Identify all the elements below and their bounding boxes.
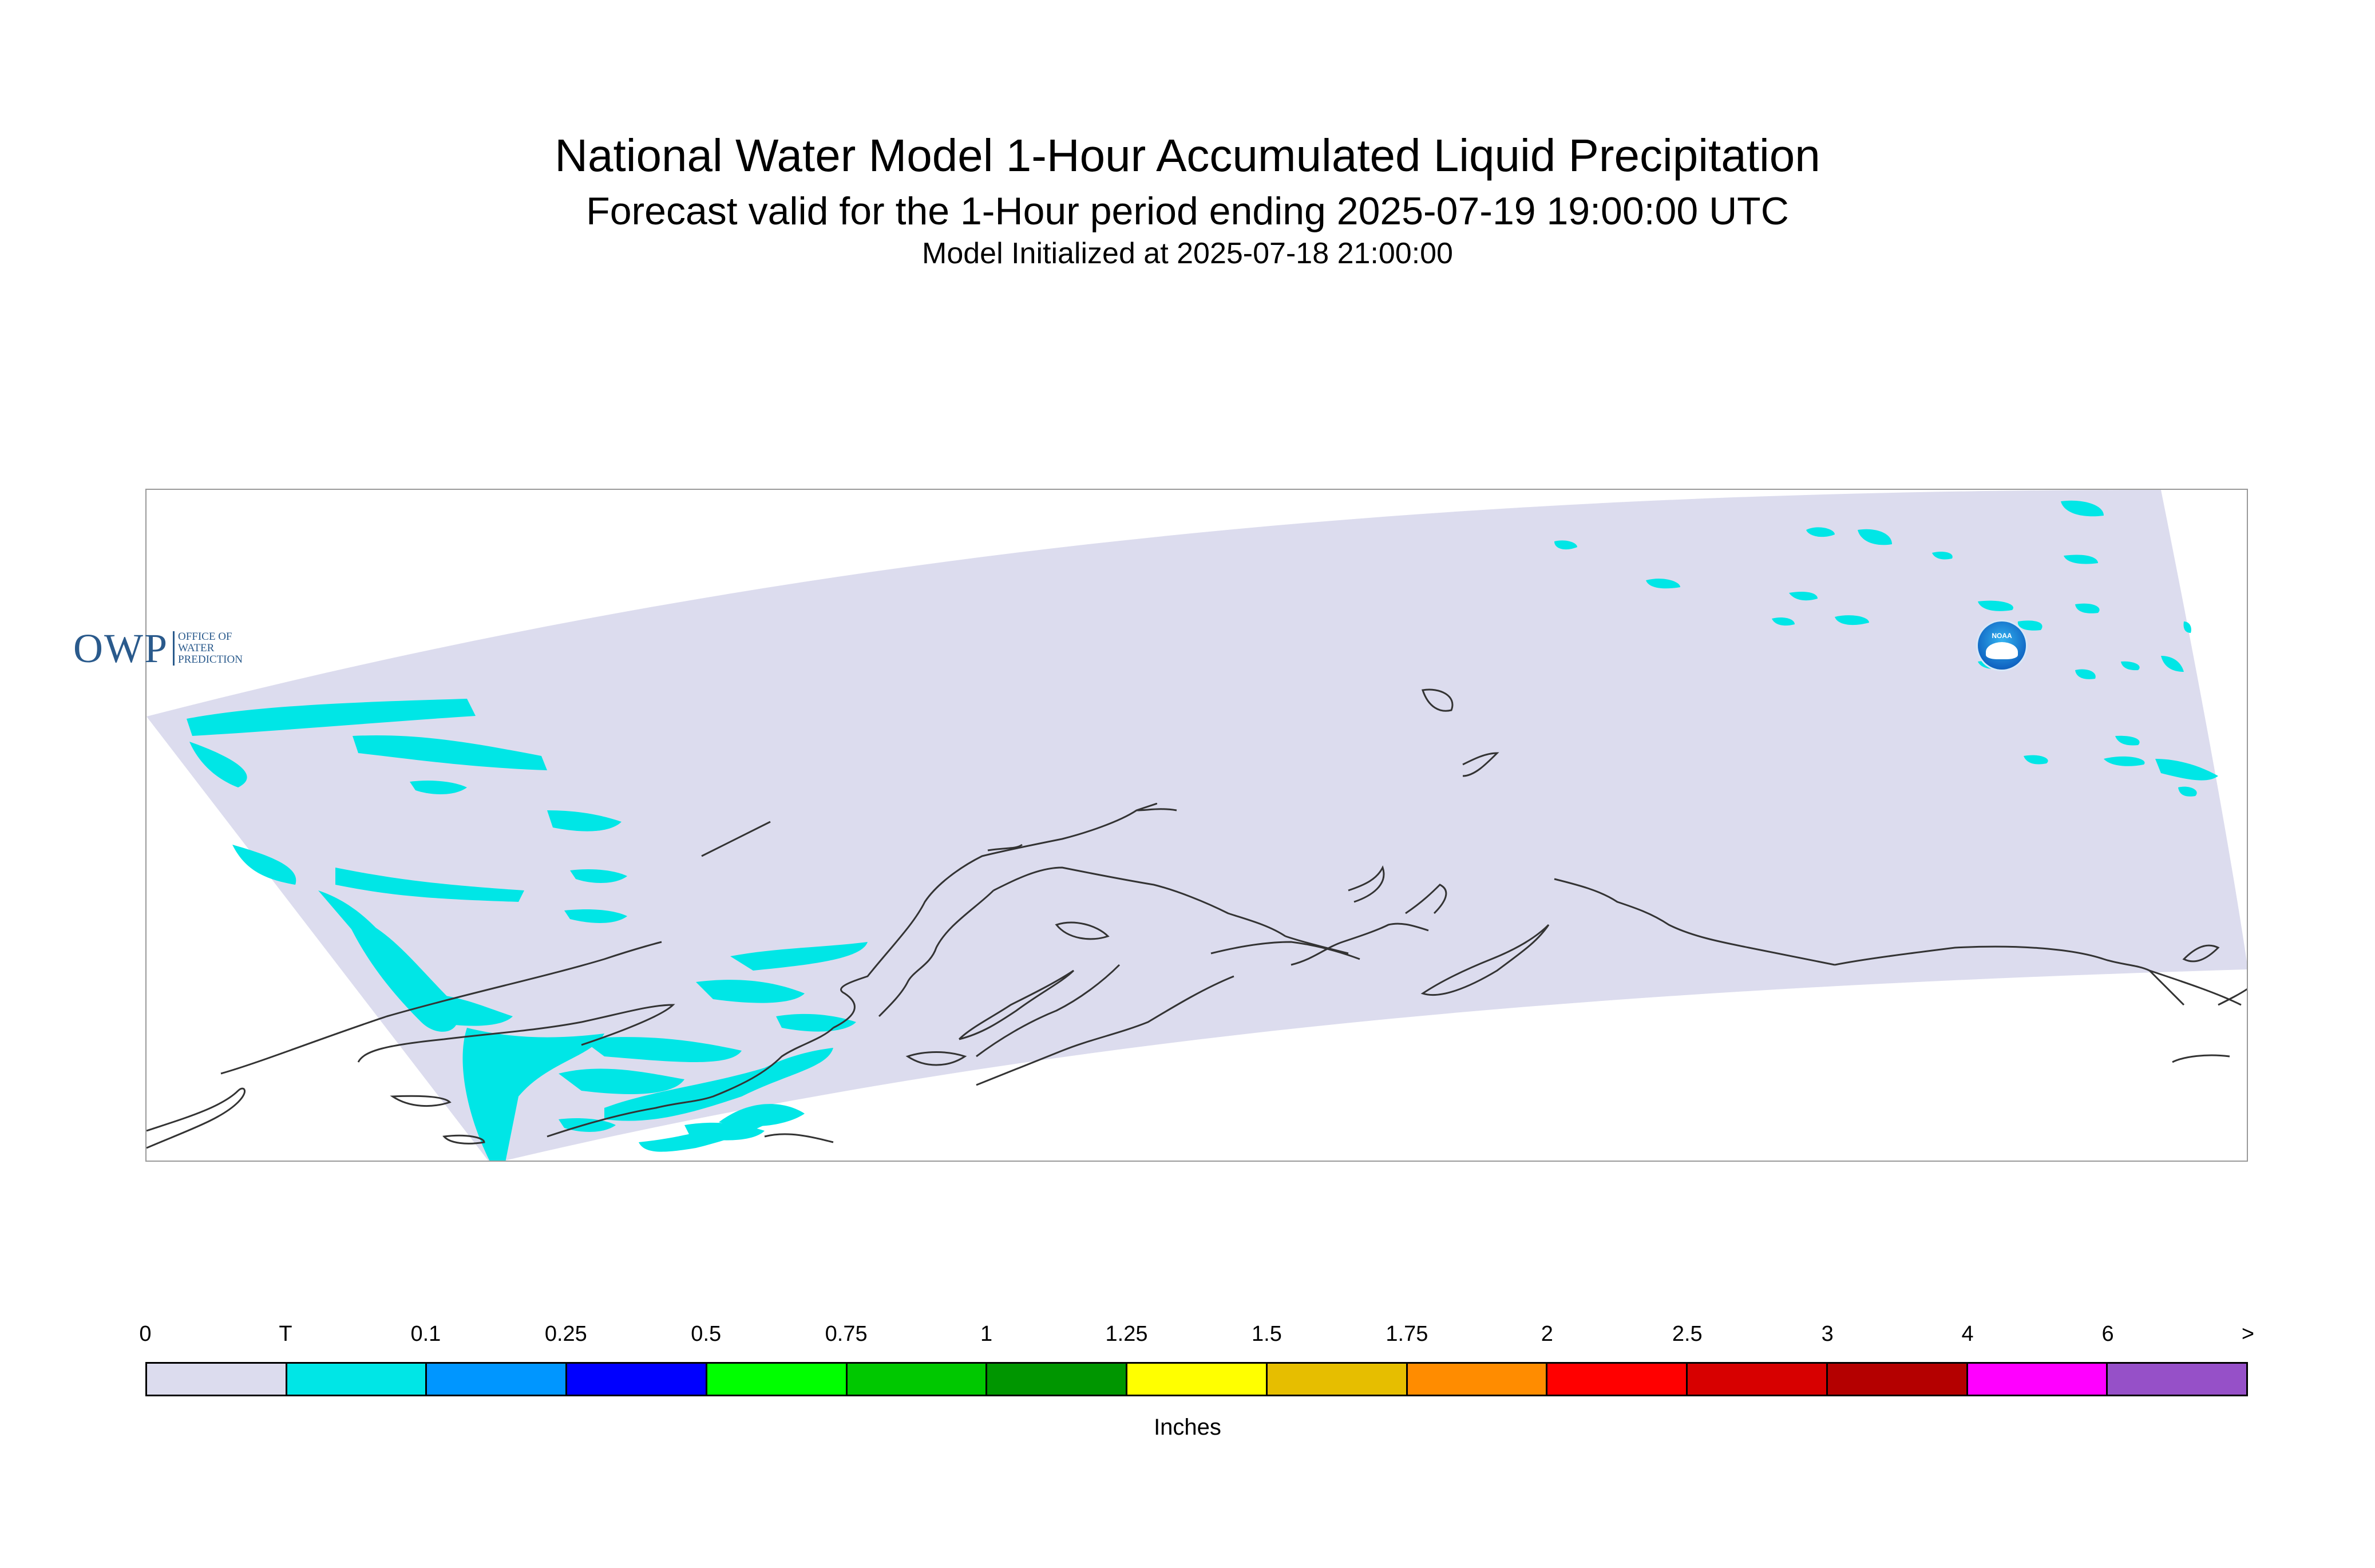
legend-tick-label: 0.1	[410, 1322, 441, 1346]
legend-swatch	[987, 1364, 1128, 1395]
precip-map	[147, 490, 2247, 1161]
legend-tick-label: 4	[1961, 1322, 1974, 1346]
legend-tick-label: 1.25	[1105, 1322, 1148, 1346]
legend-swatch	[1127, 1364, 1268, 1395]
legend-tick-label: 1.5	[1252, 1322, 1282, 1346]
legend-tick-label: 3	[1821, 1322, 1834, 1346]
legend-swatch	[567, 1364, 707, 1395]
legend-colorbar	[145, 1362, 2248, 1396]
owp-logo-line-2: WATER	[178, 642, 215, 654]
legend-swatch	[427, 1364, 568, 1395]
legend-swatch	[2108, 1364, 2247, 1395]
legend-swatch	[1267, 1364, 1408, 1395]
coastline-lines	[147, 688, 2247, 1149]
precip-trace-areas	[187, 500, 2218, 1161]
legend-tick-label: >	[2241, 1322, 2255, 1346]
legend-tick-label: 2	[1541, 1322, 1553, 1346]
owp-logo-line-3: PREDICTION	[178, 654, 243, 666]
forecast-valid-line: Forecast valid for the 1-Hour period end…	[586, 189, 1789, 233]
legend-swatch	[847, 1364, 988, 1395]
noaa-gull-icon	[1986, 642, 2018, 659]
legend-tick-label: T	[279, 1322, 292, 1346]
model-domain	[147, 490, 2247, 1161]
map-title: National Water Model 1-Hour Accumulated …	[555, 130, 1820, 181]
owp-logo-sub: OFFICE OF WATER PREDICTION	[173, 631, 243, 666]
noaa-logo-text: NOAA	[1992, 632, 2012, 640]
legend-swatch	[287, 1364, 428, 1395]
owp-logo: OWP OFFICE OF WATER PREDICTION	[73, 623, 243, 674]
legend-tick-label: 1.75	[1386, 1322, 1428, 1346]
owp-logo-letters: OWP	[73, 625, 168, 671]
owp-logo-line-1: OFFICE OF	[178, 631, 232, 643]
model-init-line: Model Initialized at 2025-07-18 21:00:00	[922, 237, 1453, 270]
legend-tick-label: 2.5	[1672, 1322, 1703, 1346]
map-frame	[145, 489, 2248, 1162]
legend-swatch	[1688, 1364, 1828, 1395]
noaa-logo: NOAA	[1978, 621, 2026, 670]
legend-swatch	[1547, 1364, 1688, 1395]
legend-swatch	[1407, 1364, 1548, 1395]
legend-tick-label: 1	[980, 1322, 993, 1346]
legend-tick-label: 0.25	[544, 1322, 587, 1346]
legend-tick-label: 0.5	[691, 1322, 722, 1346]
legend-tick-label: 0.75	[825, 1322, 868, 1346]
legend-swatch	[1827, 1364, 1968, 1395]
legend-unit-label: Inches	[1154, 1415, 1221, 1440]
legend-swatch	[1968, 1364, 2108, 1395]
legend-tick-label: 6	[2101, 1322, 2114, 1346]
legend-tick-label: 0	[139, 1322, 152, 1346]
legend-swatch	[707, 1364, 848, 1395]
legend-swatch	[147, 1364, 287, 1395]
